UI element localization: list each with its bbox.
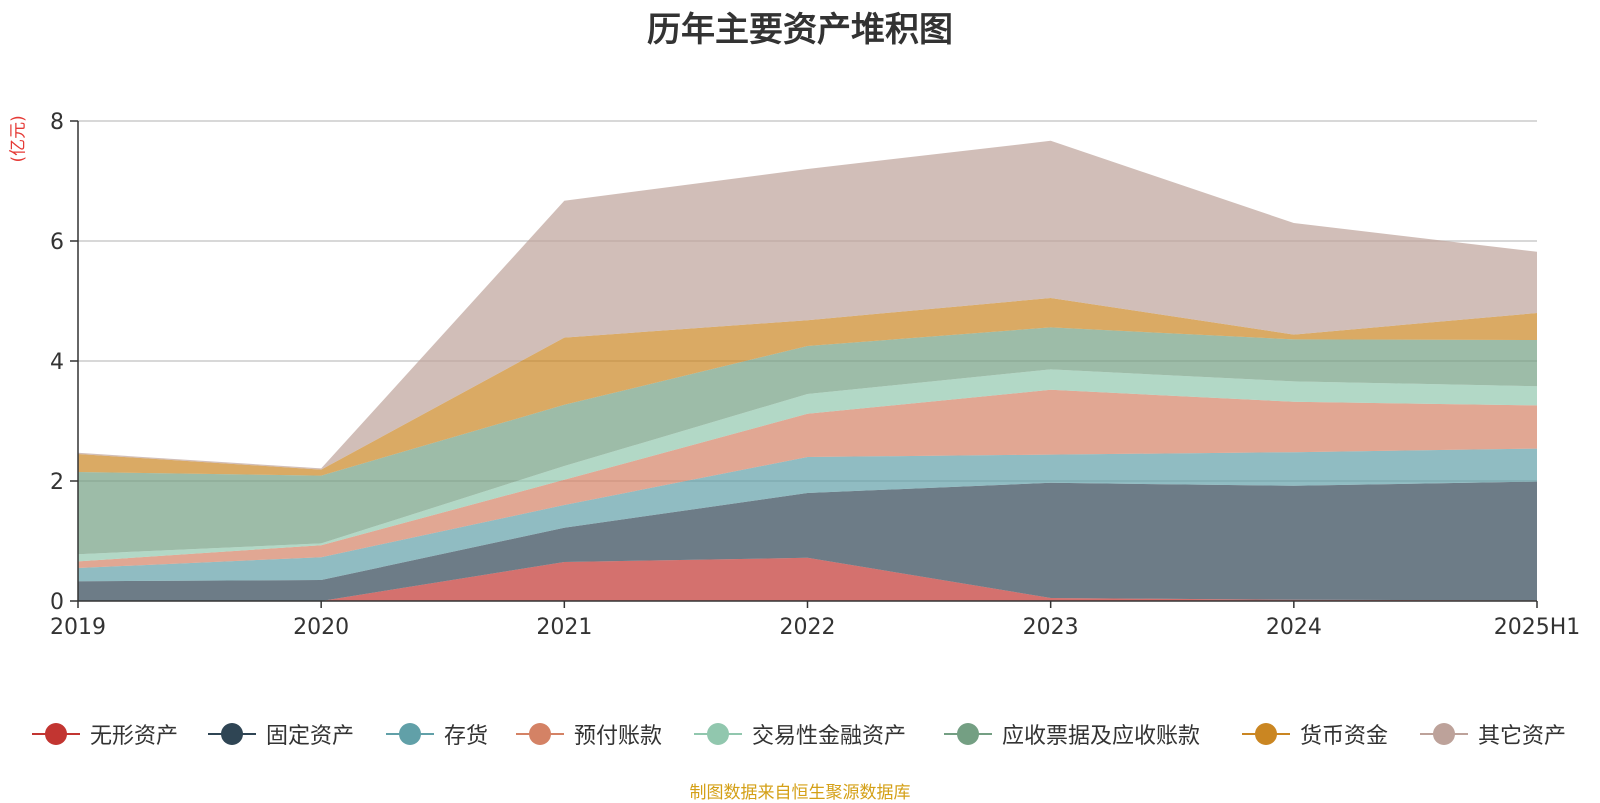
legend-item[interactable]: 固定资产 <box>208 718 354 750</box>
legend-item[interactable]: 其它资产 <box>1420 718 1566 750</box>
legend-marker-icon <box>944 718 992 750</box>
legend-label: 预付账款 <box>574 724 663 749</box>
x-tick-label: 2020 <box>293 615 349 640</box>
area-series-存货 <box>78 448 1537 582</box>
legend-item[interactable]: 交易性金融资产 <box>694 718 906 750</box>
x-tick-label: 2023 <box>1023 615 1079 640</box>
y-tick-label: 2 <box>50 470 64 495</box>
area-series-固定资产 <box>78 481 1537 601</box>
legend-item[interactable]: 无形资产 <box>32 718 178 750</box>
y-tick-label: 0 <box>50 590 64 615</box>
area-series-交易性金融资产 <box>78 369 1537 562</box>
y-tick-label: 4 <box>50 350 64 375</box>
legend-label: 无形资产 <box>90 724 179 749</box>
legend-item[interactable]: 存货 <box>386 718 488 750</box>
legend-item[interactable]: 应收票据及应收账款 <box>944 718 1200 750</box>
legend: 无形资产 固定资产 存货 预付账款 交易性金融资产 应收票据及应收账款 货币资金 其它资产 <box>0 718 1600 758</box>
area-series <box>78 140 1537 601</box>
legend-marker-icon <box>694 718 742 750</box>
x-tick-label: 2025H1 <box>1494 615 1581 640</box>
legend-label: 其它资产 <box>1478 724 1567 749</box>
legend-label: 存货 <box>444 724 489 749</box>
legend-label: 交易性金融资产 <box>752 724 907 749</box>
area-series-货币资金 <box>78 298 1537 476</box>
x-tick-label: 2022 <box>780 615 836 640</box>
legend-marker-icon <box>208 718 256 750</box>
legend-label: 货币资金 <box>1300 724 1389 749</box>
legend-marker-icon <box>1242 718 1290 750</box>
x-tick-label: 2019 <box>50 615 106 640</box>
legend-marker-icon <box>516 718 564 750</box>
legend-label: 应收票据及应收账款 <box>1002 724 1201 749</box>
chart-title: 历年主要资产堆积图 <box>647 10 953 50</box>
legend-label: 固定资产 <box>266 724 355 749</box>
x-tick-label: 2024 <box>1266 615 1322 640</box>
x-tick-label: 2021 <box>536 615 592 640</box>
y-tick-label: 8 <box>50 110 64 135</box>
area-series-其它资产 <box>78 140 1537 470</box>
legend-marker-icon <box>386 718 434 750</box>
legend-item[interactable]: 货币资金 <box>1242 718 1388 750</box>
y-tick-label: 6 <box>50 230 64 255</box>
legend-marker-icon <box>32 718 80 750</box>
data-source-note: 制图数据来自恒生聚源数据库 <box>689 783 911 803</box>
area-series-应收票据及应收账款 <box>78 327 1537 555</box>
area-series-无形资产 <box>78 557 1537 601</box>
stacked-area-chart: 0 2 4 6 8 2019 2020 2021 2022 2023 2024 2025H1 <box>50 110 1580 640</box>
legend-item[interactable]: 预付账款 <box>516 718 662 750</box>
axes: 0 2 4 6 8 2019 2020 2021 2022 2023 2024 2025H1 <box>50 110 1580 640</box>
area-series-预付账款 <box>78 389 1537 568</box>
legend-marker-icon <box>1420 718 1468 750</box>
